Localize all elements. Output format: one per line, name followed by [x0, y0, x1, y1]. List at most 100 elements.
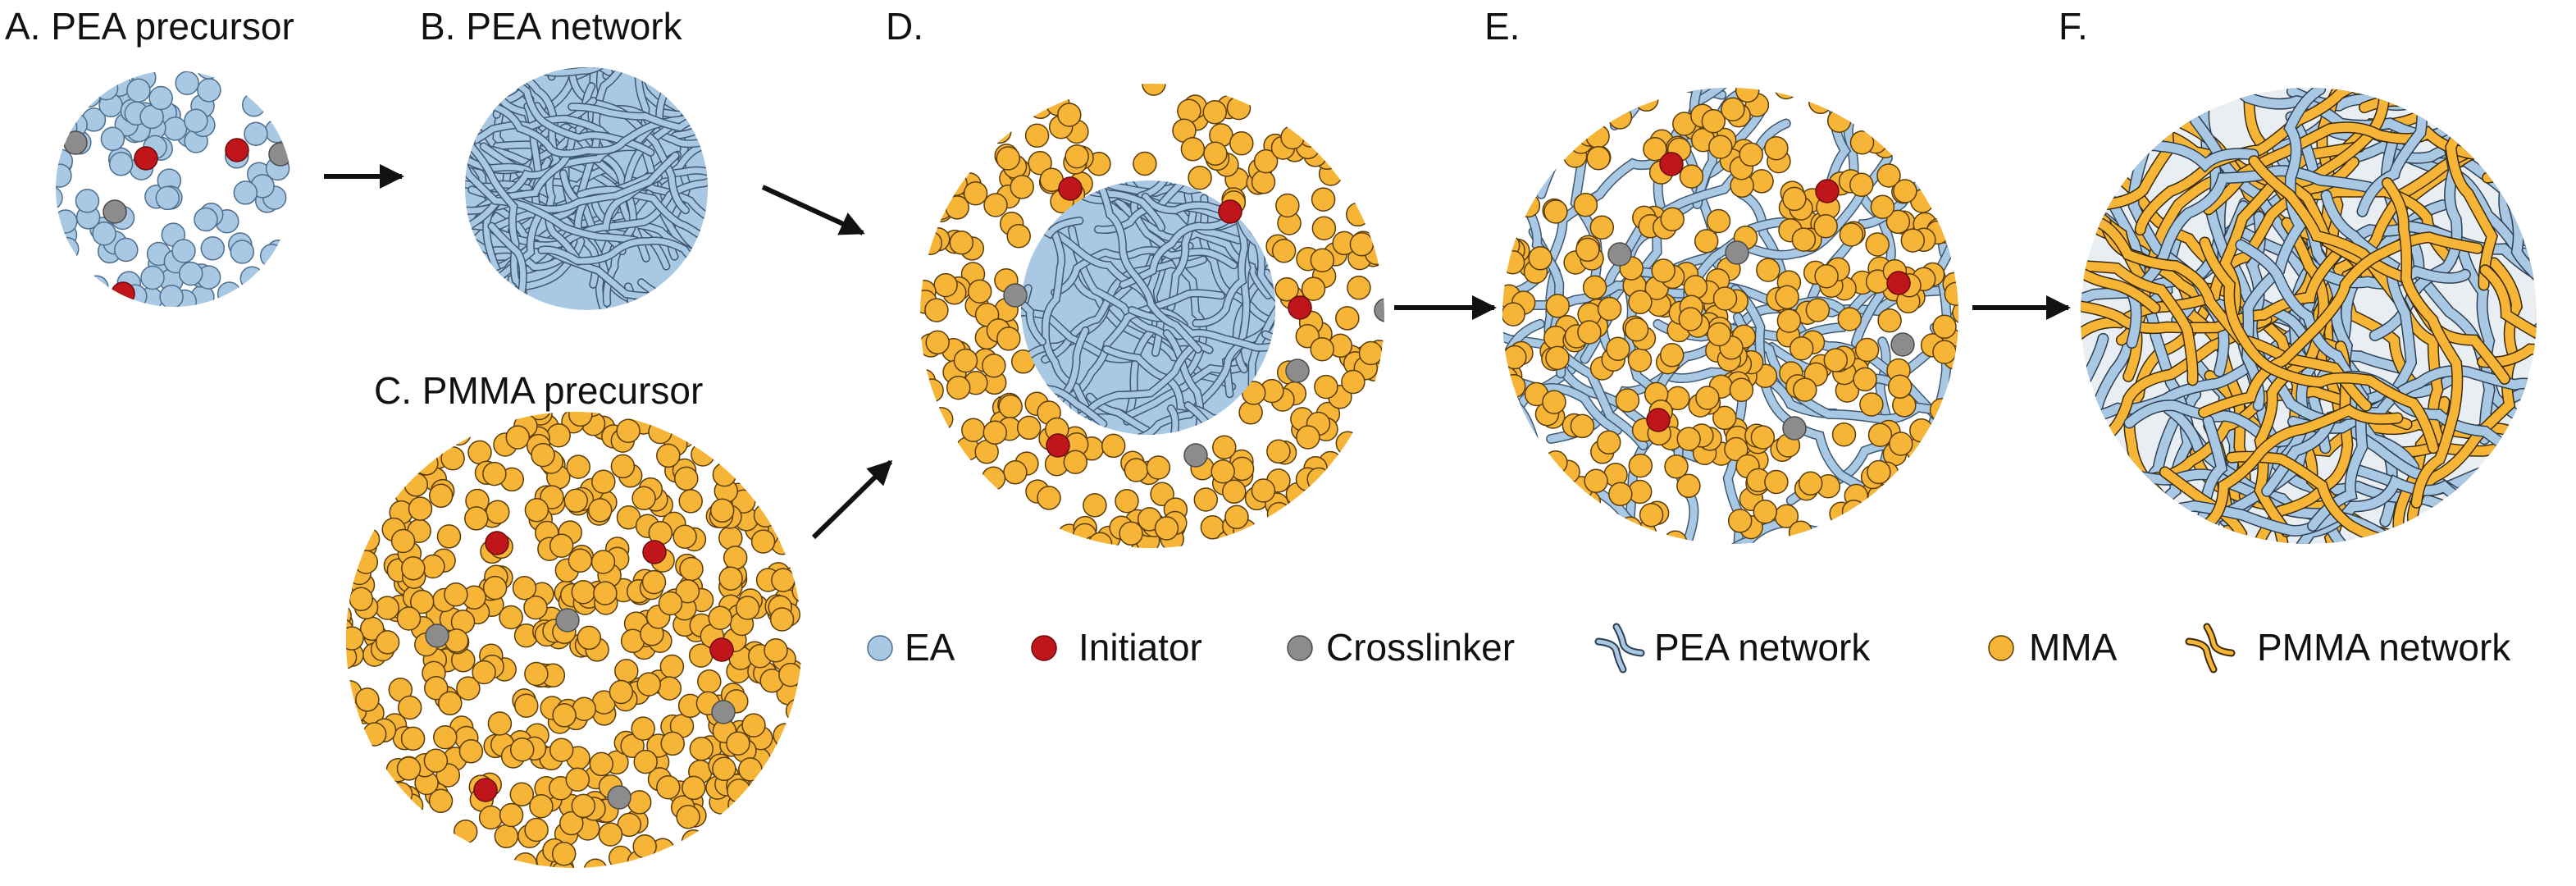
mma-monomer: [355, 527, 381, 552]
ea-monomer: [233, 180, 258, 205]
mma-monomer: [933, 272, 958, 298]
crosslinker: [103, 199, 127, 224]
mma-monomer: [472, 660, 496, 685]
mma-monomer: [1570, 413, 1595, 439]
mma-monomer: [1124, 458, 1149, 482]
pea-strand: [476, 222, 527, 310]
pea-strand: [1732, 312, 1958, 424]
legend-label-ea: EA: [905, 626, 955, 669]
mma-monomer: [1253, 148, 1279, 174]
mma-monomer: [1660, 207, 1685, 232]
mma-monomer: [1929, 398, 1954, 422]
crosslinker: [1607, 242, 1632, 267]
pea-strand: [1065, 289, 1225, 401]
ea-monomer: [197, 78, 221, 103]
mma-monomer: [1146, 455, 1171, 480]
mma-monomer: [1707, 322, 1731, 347]
mma-monomer: [1314, 374, 1338, 400]
panel-b-label: B. PEA network: [420, 5, 683, 48]
pmma-strand: [2214, 518, 2478, 544]
mma-monomer: [1222, 479, 1247, 505]
ea-monomer: [178, 261, 203, 286]
mma-monomer: [436, 524, 462, 549]
initiator: [1886, 271, 1911, 295]
ea-monomer: [241, 92, 267, 117]
mma-monomer: [403, 473, 429, 497]
mma-monomer: [1708, 135, 1733, 159]
mma-monomer: [961, 418, 986, 442]
pea-strand: [2436, 88, 2537, 94]
crosslinker-icon: [1287, 635, 1313, 661]
mma-monomer: [598, 822, 623, 847]
mma-monomer: [1607, 105, 1633, 130]
mma-monomer: [983, 420, 1008, 445]
pmma-strand: [2477, 272, 2537, 380]
mma-monomer: [920, 378, 944, 403]
mma-monomer: [682, 775, 706, 801]
mma-monomer: [1037, 486, 1061, 510]
mma-monomer: [1676, 427, 1701, 451]
pea-strand: [465, 239, 540, 310]
ea-monomer: [56, 236, 80, 262]
pea-strand: [2410, 153, 2537, 419]
pea-strand: [1502, 88, 1727, 103]
mma-monomer: [1311, 187, 1336, 212]
mma-monomer: [390, 528, 416, 554]
mma-monomer: [1727, 509, 1753, 533]
mma-monomer: [375, 630, 400, 655]
ea-monomer: [196, 71, 221, 80]
mma-monomer: [1003, 460, 1028, 485]
initiator: [1058, 176, 1083, 201]
mma-monomer: [674, 466, 699, 491]
mma-monomer: [355, 687, 380, 712]
pea-strand: [2081, 88, 2208, 119]
panel-a-label: A. PEA precursor: [5, 5, 294, 48]
initiator: [709, 637, 734, 662]
pea-strand: [537, 236, 708, 277]
ea-monomer: [171, 239, 196, 263]
panel-b-pea-network: [465, 67, 708, 310]
mma-monomer: [1889, 432, 1913, 456]
mma-monomer: [925, 330, 950, 355]
pmma-strand: [2081, 249, 2341, 335]
mma-monomer: [1202, 100, 1228, 125]
pea-core: [1021, 180, 1275, 435]
mma-monomer: [981, 466, 1006, 491]
pea-strand: [1021, 235, 1046, 346]
mma-monomer: [1585, 124, 1610, 148]
mma-monomer: [1024, 123, 1050, 148]
mma-monomer: [675, 578, 700, 604]
mma-monomer: [1335, 431, 1361, 456]
mma-monomer: [505, 425, 531, 450]
crosslinker: [1374, 298, 1384, 322]
mma-monomer: [587, 498, 613, 523]
mma-monomer: [967, 279, 992, 304]
mma-monomer: [346, 645, 358, 669]
mma-monomer: [963, 180, 988, 206]
mma-monomer: [1837, 307, 1862, 331]
crosslinker: [1890, 332, 1915, 357]
ea-monomer: [93, 75, 119, 101]
mma-monomer: [1596, 430, 1621, 455]
mma-monomer: [1628, 453, 1653, 478]
mma-monomer: [1597, 296, 1622, 322]
pea-strand: [2081, 414, 2228, 544]
pea-strand: [2123, 416, 2180, 544]
mma-monomer: [1782, 186, 1807, 212]
pmma-strand: [2198, 231, 2483, 418]
pea-strand: [465, 67, 655, 157]
mma-monomer: [920, 231, 943, 255]
ea-monomer: [108, 152, 134, 176]
mma-monomer: [1310, 336, 1334, 362]
mma-monomer: [1083, 493, 1107, 518]
mma-monomer: [1229, 130, 1254, 156]
mma-monomer: [1575, 237, 1600, 263]
mma-monomer: [1311, 216, 1337, 240]
mma-monomer: [689, 737, 714, 761]
mma-monomer: [590, 550, 616, 574]
mma-monomer: [486, 500, 510, 524]
ea-monomer: [56, 185, 63, 211]
mma-monomer: [1306, 467, 1331, 492]
mma-monomer: [1683, 275, 1708, 299]
mma-monomer: [549, 533, 574, 558]
